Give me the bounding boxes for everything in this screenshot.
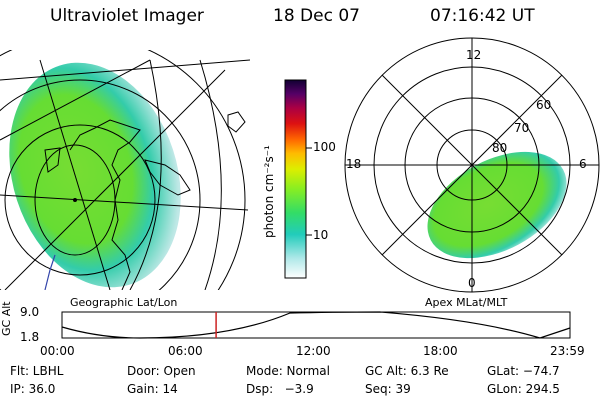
- date-label: 18 Dec 07: [273, 6, 360, 26]
- time-label: 07:16:42 UT: [430, 6, 535, 26]
- colorbar-tick-100: 100: [313, 140, 336, 154]
- mlat-label-80: 80: [492, 141, 508, 155]
- mlt-label-12: 12: [466, 48, 482, 62]
- altitude-ytick-max: 9.0: [20, 305, 40, 319]
- time-tick-0600: 06:00: [168, 344, 203, 358]
- status-glon: GLon: 294.5: [487, 382, 560, 396]
- polar-caption: Apex MLat/MLT: [425, 296, 508, 309]
- geographic-map: [0, 50, 250, 290]
- polar-map: [344, 37, 600, 293]
- altitude-plot-frame: [61, 311, 571, 339]
- colorbar-unit-label: photon cm⁻²s⁻¹: [262, 145, 276, 238]
- status-door: Door: Open: [127, 364, 196, 378]
- mlat-label-60: 60: [536, 98, 552, 112]
- geographic-caption: Geographic Lat/Lon: [70, 296, 178, 309]
- instrument-title: Ultraviolet Imager: [50, 6, 204, 26]
- status-dsp: Dsp: −3.9: [246, 382, 314, 396]
- status-gain: Gain: 14: [127, 382, 178, 396]
- mlt-label-18: 18: [346, 157, 362, 171]
- mlt-label-0: 0: [468, 276, 476, 290]
- status-filter: Flt: LBHL: [10, 364, 64, 378]
- time-tick-0000: 00:00: [40, 344, 75, 358]
- status-gc-alt: GC Alt: 6.3 Re: [365, 364, 449, 378]
- mlat-label-70: 70: [514, 121, 530, 135]
- time-tick-1800: 18:00: [423, 344, 458, 358]
- time-tick-2359: 23:59: [550, 344, 585, 358]
- status-ip: IP: 36.0: [10, 382, 56, 396]
- status-seq: Seq: 39: [365, 382, 411, 396]
- aurora-emission-left: [9, 62, 181, 288]
- status-mode: Mode: Normal: [246, 364, 330, 378]
- mlt-label-6: 6: [579, 157, 587, 171]
- altitude-ytick-min: 1.8: [20, 330, 40, 344]
- status-glat: GLat: −74.7: [487, 364, 560, 378]
- colorbar-tick-10: 10: [313, 228, 329, 242]
- color-scale-bar: [284, 79, 307, 279]
- time-tick-1200: 12:00: [296, 344, 331, 358]
- altitude-ylabel: GC Alt: [0, 301, 13, 336]
- altitude-curve: [61, 311, 571, 339]
